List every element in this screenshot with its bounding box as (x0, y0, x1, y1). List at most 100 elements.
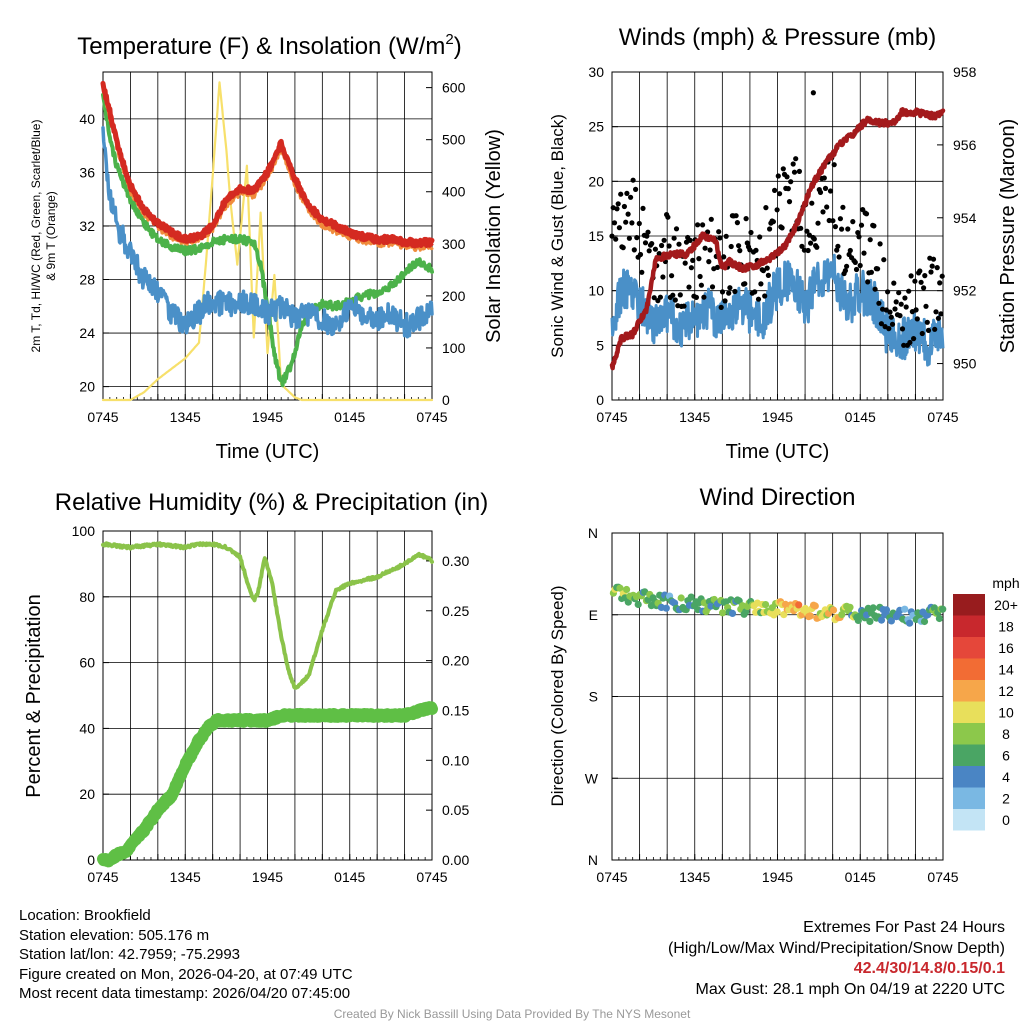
gust-point (755, 296, 762, 302)
colorbar-swatch (953, 680, 985, 702)
gust-point (798, 225, 804, 231)
gust-point (695, 222, 701, 228)
gust-point (613, 236, 619, 242)
y2-tick-label: 500 (442, 132, 466, 148)
gust-point (700, 222, 706, 228)
gust-point (661, 237, 667, 243)
y-tick-label: S (589, 689, 598, 705)
x-tick-label: 1345 (170, 409, 201, 425)
y-tick-label: 40 (79, 111, 95, 127)
gust-point (618, 191, 624, 197)
direction-point (728, 609, 737, 618)
gust-point (855, 230, 861, 236)
x-tick-label: 0745 (416, 869, 447, 885)
gust-point (857, 262, 863, 269)
gust-point (677, 292, 683, 298)
gust-point (923, 303, 929, 309)
temperature-title: Temperature (F) & Insolation (W/m2) (77, 31, 461, 60)
gust-point (863, 211, 870, 217)
y2-tick-label: 100 (442, 340, 466, 356)
gust-point (646, 248, 652, 254)
gust-point (796, 168, 803, 174)
gust-point (830, 218, 836, 224)
gust-point (858, 222, 865, 228)
gust-point (868, 269, 875, 275)
gust-point (666, 243, 672, 249)
gust-point (757, 234, 763, 240)
x-tick-label: 0745 (596, 409, 627, 425)
credit-line: Created By Nick Bassill Using Data Provi… (333, 1007, 691, 1021)
y2-tick-label: 958 (953, 64, 977, 80)
y-tick-label: 15 (588, 228, 604, 244)
gust-point (752, 289, 758, 295)
gust-point (723, 233, 729, 239)
gust-point (898, 301, 904, 307)
y-tick-label: 40 (79, 720, 95, 736)
gust-point (631, 247, 637, 253)
gust-point (628, 194, 634, 200)
gust-point (875, 266, 881, 272)
gust-point (793, 156, 799, 162)
gust-point (707, 247, 713, 253)
gust-point (785, 186, 791, 192)
colorbar-label: 10 (998, 705, 1014, 721)
gust-point (736, 243, 742, 249)
y2-tick-label: 0.30 (442, 553, 469, 569)
gust-point (698, 282, 705, 288)
gust-point (889, 321, 896, 327)
y-tick-label: 60 (79, 655, 95, 671)
gust-point (697, 273, 703, 280)
gust-point (762, 293, 768, 299)
gust-point (742, 281, 748, 287)
temperature-xlabel: Time (UTC) (216, 441, 320, 463)
gust-point (682, 260, 688, 266)
gust-point (721, 254, 727, 260)
gust-point (748, 229, 754, 236)
gust-point (625, 211, 631, 217)
gust-point (922, 273, 928, 279)
gust-point (777, 191, 783, 197)
y2-tick-label: 0.25 (442, 603, 469, 619)
gust-point (634, 235, 640, 241)
humidity-panel: Relative Humidity (%) & Precipitation (i… (23, 489, 488, 885)
colorbar-label: 16 (998, 640, 1014, 656)
gust-point (832, 224, 839, 230)
gust-point (765, 272, 772, 278)
direction-point (846, 603, 854, 611)
y2-tick-label: 956 (953, 137, 977, 153)
gust-point (902, 295, 908, 301)
x-tick-label: 0745 (87, 409, 118, 425)
gust-point (914, 316, 920, 322)
y-tick-label: 20 (79, 786, 95, 802)
gust-point (753, 247, 759, 253)
y-tick-label: 24 (79, 325, 95, 341)
gust-point (891, 280, 897, 286)
gust-point (850, 219, 856, 225)
gust-point (644, 233, 650, 239)
gust-point (907, 339, 913, 346)
temperature-panel: Temperature (F) & Insolation (W/m2) 0745 1… (29, 31, 505, 463)
gust-point (938, 311, 944, 317)
series-solar-insolation (101, 81, 434, 402)
gust-point (705, 229, 711, 235)
direction-point (877, 616, 886, 624)
colorbar-label: 6 (1002, 748, 1010, 764)
direction-point (780, 611, 788, 619)
gust-point (660, 274, 666, 280)
gust-point (642, 240, 649, 246)
gust-point (921, 285, 927, 291)
gust-point (799, 243, 805, 249)
humidity-title: Relative Humidity (%) & Precipitation (i… (55, 489, 488, 516)
gust-point (847, 247, 853, 254)
x-tick-label: 0745 (87, 869, 118, 885)
x-tick-label: 1345 (170, 869, 201, 885)
colorbar-swatch (953, 615, 985, 637)
max-gust-point (810, 90, 816, 96)
gust-point (665, 214, 671, 220)
direction-point (773, 608, 781, 616)
gust-point (767, 226, 773, 232)
winds-title: Winds (mph) & Pressure (mb) (619, 24, 936, 51)
x-tick-label: 1945 (762, 409, 793, 425)
gust-point (939, 273, 945, 279)
y2-tick-label: 950 (953, 356, 977, 372)
